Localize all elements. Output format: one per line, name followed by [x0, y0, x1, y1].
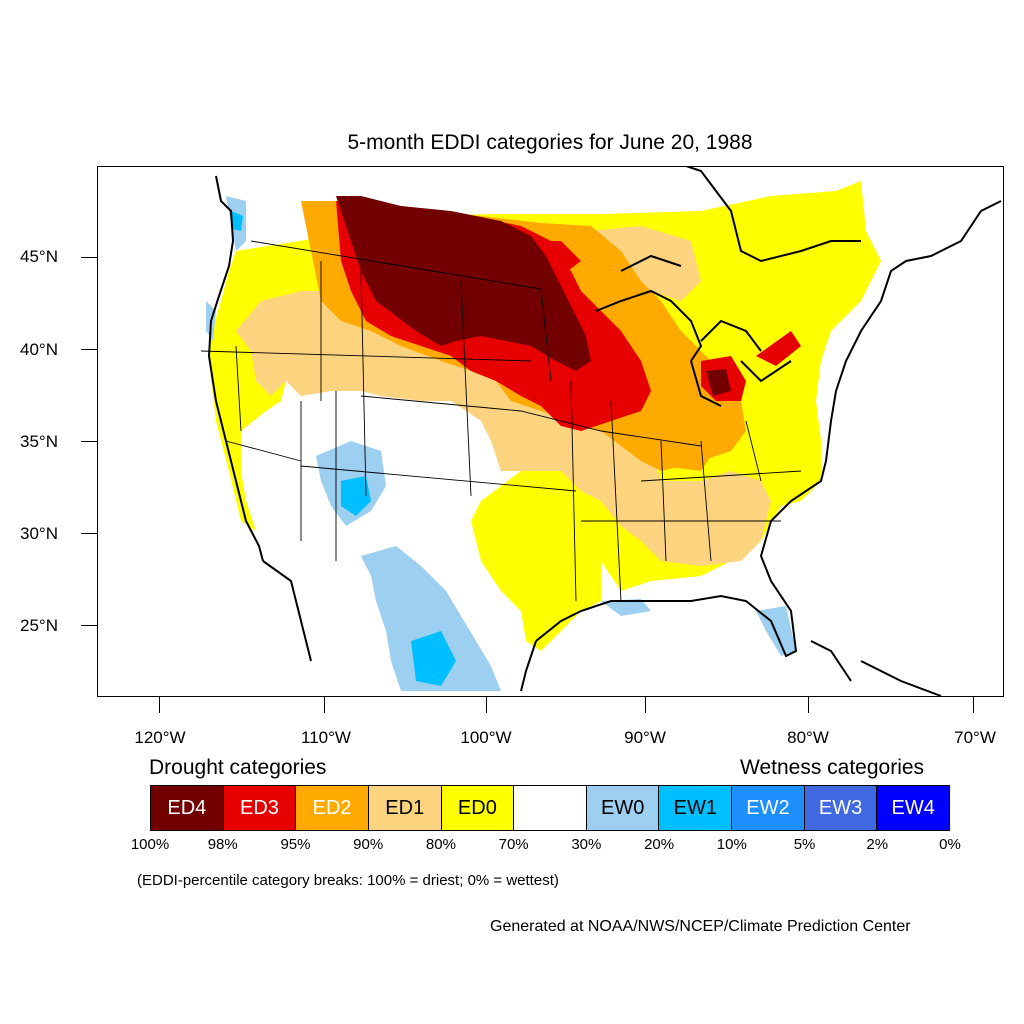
- percent-break-label: 20%: [644, 836, 675, 853]
- percent-break-label: 95%: [280, 836, 311, 853]
- percent-break-label: 70%: [498, 836, 529, 853]
- ed1-region: [236, 226, 771, 566]
- drought-heading: Drought categories: [149, 756, 327, 779]
- lon-label-80w: 80°W: [787, 728, 829, 747]
- percent-break-label: 10%: [716, 836, 747, 853]
- coastlines: [207, 167, 1002, 696]
- credit-text: Generated at NOAA/NWS/NCEP/Climate Predi…: [490, 918, 911, 935]
- lon-label-90w: 90°W: [624, 728, 666, 747]
- map-canvas: [200, 167, 1002, 696]
- lat-tick: [81, 533, 97, 534]
- category-legend: ED4 ED3 ED2 ED1 ED0 EW0 EW1 EW2 EW3 EW4: [150, 785, 950, 831]
- legend-cell-ew4: EW4: [877, 786, 950, 830]
- legend-cell-ed0: ED0: [441, 786, 515, 830]
- legend-cell-ed1: ED1: [368, 786, 442, 830]
- legend-cell-neutral: [514, 786, 587, 830]
- legend-cell-ed4: ED4: [151, 786, 224, 830]
- lat-tick: [81, 349, 97, 350]
- state-boundaries: [200, 240, 802, 602]
- eddi-map: [97, 166, 1004, 697]
- percent-break-label: 100%: [130, 836, 170, 853]
- legend-cell-ew0: EW0: [586, 786, 660, 830]
- lon-label-110w: 110°W: [301, 728, 351, 747]
- legend-cell-ed3: ED3: [223, 786, 297, 830]
- category-note: (EDDI-percentile category breaks: 100% =…: [137, 872, 559, 889]
- ed4-region: [336, 196, 731, 396]
- lat-label-25: 25°N: [20, 616, 58, 635]
- percent-break-label: 90%: [353, 836, 384, 853]
- percent-break-label: 98%: [207, 836, 238, 853]
- lon-tick: [486, 697, 487, 713]
- legend-cell-ed2: ED2: [296, 786, 369, 830]
- lon-tick: [324, 697, 325, 713]
- lat-label-45: 45°N: [20, 247, 58, 266]
- lon-label-120w: 120°W: [134, 728, 186, 747]
- lon-tick: [159, 697, 160, 713]
- lon-label-70w: 70°W: [954, 728, 996, 747]
- lon-tick: [808, 697, 809, 713]
- map-title: 5-month EDDI categories for June 20, 198…: [347, 131, 753, 154]
- lon-tick: [645, 697, 646, 713]
- percent-break-label: 80%: [425, 836, 456, 853]
- lat-tick: [81, 257, 97, 258]
- ew1-region: [231, 211, 456, 686]
- lat-label-35: 35°N: [20, 432, 58, 451]
- percent-break-label: 5%: [793, 836, 816, 853]
- lat-tick: [81, 441, 97, 442]
- legend-cell-ew3: EW3: [804, 786, 878, 830]
- percent-break-label: 30%: [571, 836, 602, 853]
- wetness-heading: Wetness categories: [740, 756, 925, 779]
- legend-cell-ew2: EW2: [732, 786, 805, 830]
- lat-label-30: 30°N: [20, 524, 58, 543]
- percent-break-label: 2%: [866, 836, 889, 853]
- legend-cell-ew1: EW1: [659, 786, 733, 830]
- lat-label-40: 40°N: [20, 340, 58, 359]
- lon-tick: [973, 697, 974, 713]
- percent-break-label: 0%: [939, 836, 961, 853]
- lon-label-100w: 100°W: [460, 728, 512, 747]
- lat-tick: [81, 625, 97, 626]
